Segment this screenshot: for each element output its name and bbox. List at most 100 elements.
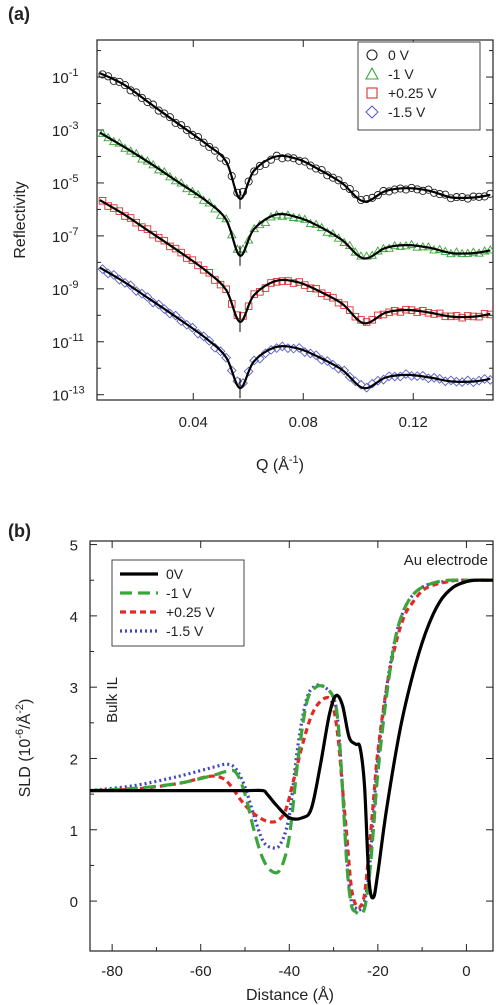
data-point-a: [154, 234, 163, 242]
legend-a-marker: [365, 66, 379, 80]
data-point-a: [205, 142, 214, 151]
y-tick-label-a-exp: -7: [69, 226, 79, 238]
data-point-a: [345, 184, 354, 194]
y-tick-label-a: 10-5: [52, 173, 78, 193]
b-series-group: [90, 578, 493, 916]
data-point-a: [462, 375, 473, 386]
y-tick-label-a-base: 10: [52, 70, 69, 87]
y-tick-label-a-base: 10: [52, 388, 69, 405]
data-point-a: [351, 190, 360, 199]
data-point-a: [334, 176, 343, 185]
data-point-a: [250, 167, 259, 176]
ylabel-b-end: ): [17, 699, 34, 704]
a-ticks: 0.04 0.08 0.1210-110-310-510-710-910-1110-…: [52, 40, 493, 431]
legend-a-label: 0 V: [388, 47, 410, 63]
legend-b-label: -1.5 V: [166, 623, 204, 639]
y-tick-label-a-exp: -11: [69, 332, 84, 344]
data-point-a: [243, 235, 254, 244]
legend-a-marker: [366, 87, 378, 99]
data-point-a: [209, 342, 220, 353]
y-tick-label-a-exp: -3: [69, 120, 79, 132]
data-point-a: [429, 372, 439, 383]
data-point-a: [486, 189, 493, 198]
data-point-a: [346, 306, 354, 314]
y-tick-label-a: 10-13: [52, 385, 85, 405]
data-point-a: [479, 374, 490, 384]
data-point-a: [205, 269, 214, 277]
data-point-a: [132, 218, 140, 227]
data-point-a: [126, 214, 135, 222]
data-point-a: [222, 157, 231, 166]
data-point-a: [194, 261, 202, 270]
data-point-a: [468, 247, 479, 256]
fit-line-a: [99, 266, 491, 390]
y-tick-label-a-exp: -13: [69, 385, 85, 397]
ylabel-b-mid: /Å: [15, 713, 34, 728]
data-point-a: [215, 346, 226, 357]
series-a-3: [97, 264, 493, 399]
a-series-group: [97, 70, 493, 399]
y-tick-label-b: 2: [70, 751, 78, 768]
y-tick-label-a: 10-11: [52, 332, 84, 352]
panel-b: (b) -80 -60 -40 -20 0 0 1 2 3 4 5 SLD (10-6/Å-2) D…: [8, 521, 494, 1004]
data-point-a: [260, 217, 271, 227]
legend-a-marker: [366, 49, 378, 61]
data-point-a: [277, 211, 288, 220]
y-tick-label-a-base: 10: [52, 176, 69, 193]
xlabel-a-main: Q (Å: [256, 455, 289, 474]
data-point-a: [132, 88, 141, 97]
data-point-a: [164, 308, 175, 319]
y-tick-label-b: 5: [70, 538, 78, 555]
data-point-a: [329, 293, 337, 302]
fit-line-a: [99, 199, 491, 325]
data-point-a: [255, 161, 264, 170]
data-point-a: [171, 244, 180, 253]
x-tick-label-a: 0.04: [179, 414, 208, 431]
data-point-a: [340, 301, 348, 309]
series-line-b-0: [90, 578, 493, 900]
series-line-b-1: [90, 578, 493, 916]
xlabel-a-sup: -1: [289, 454, 299, 466]
data-point-a: [193, 328, 203, 339]
data-point-a: [396, 308, 405, 316]
data-point-a: [160, 109, 169, 118]
legend-b-label: 0V: [166, 566, 184, 582]
data-point-a: [485, 245, 493, 254]
data-point-a: [356, 196, 366, 205]
fit-line-a: [99, 131, 491, 260]
data-point-a: [193, 132, 203, 142]
annotation-bulk-il: Bulk IL: [104, 677, 121, 723]
panel-label-b: (b): [8, 521, 31, 541]
data-point-a: [97, 264, 108, 275]
data-point-a: [143, 97, 152, 107]
xlabel-a-end: ): [299, 457, 304, 474]
series-a-2: [98, 197, 493, 332]
xlabel-a: Q (Å-1): [256, 454, 304, 474]
data-point-a: [339, 237, 349, 246]
data-point-a: [222, 285, 230, 294]
ylabel-b: SLD (10-6/Å-2): [14, 699, 34, 798]
data-point-a: [243, 366, 254, 377]
y-tick-label-a-base: 10: [52, 282, 69, 299]
data-point-a: [226, 365, 237, 376]
data-point-a: [137, 93, 146, 102]
y-tick-label-b: 4: [70, 609, 78, 626]
panel-a: (a) 0.04 0.08 0.1210-110-310-510-710-910-1…: [8, 4, 494, 474]
data-point-a: [188, 130, 197, 139]
data-point-a: [328, 173, 337, 182]
legend-a-label: -1.5 V: [388, 104, 426, 120]
y-tick-label-a-base: 10: [52, 229, 69, 246]
data-point-a: [182, 125, 191, 134]
x-tick-label-b: 0: [462, 963, 470, 980]
data-point-a: [457, 377, 468, 388]
data-point-a: [171, 118, 180, 127]
y-tick-label-a-base: 10: [52, 335, 69, 352]
x-tick-label-a: 0.08: [289, 414, 318, 431]
plot-frame-a: [96, 39, 494, 401]
data-point-a: [244, 177, 253, 186]
data-point-a: [333, 363, 344, 374]
legend-a-label: +0.25 V: [388, 85, 437, 101]
data-point-a: [294, 343, 305, 353]
ylabel-b-sup: -6: [14, 729, 26, 739]
